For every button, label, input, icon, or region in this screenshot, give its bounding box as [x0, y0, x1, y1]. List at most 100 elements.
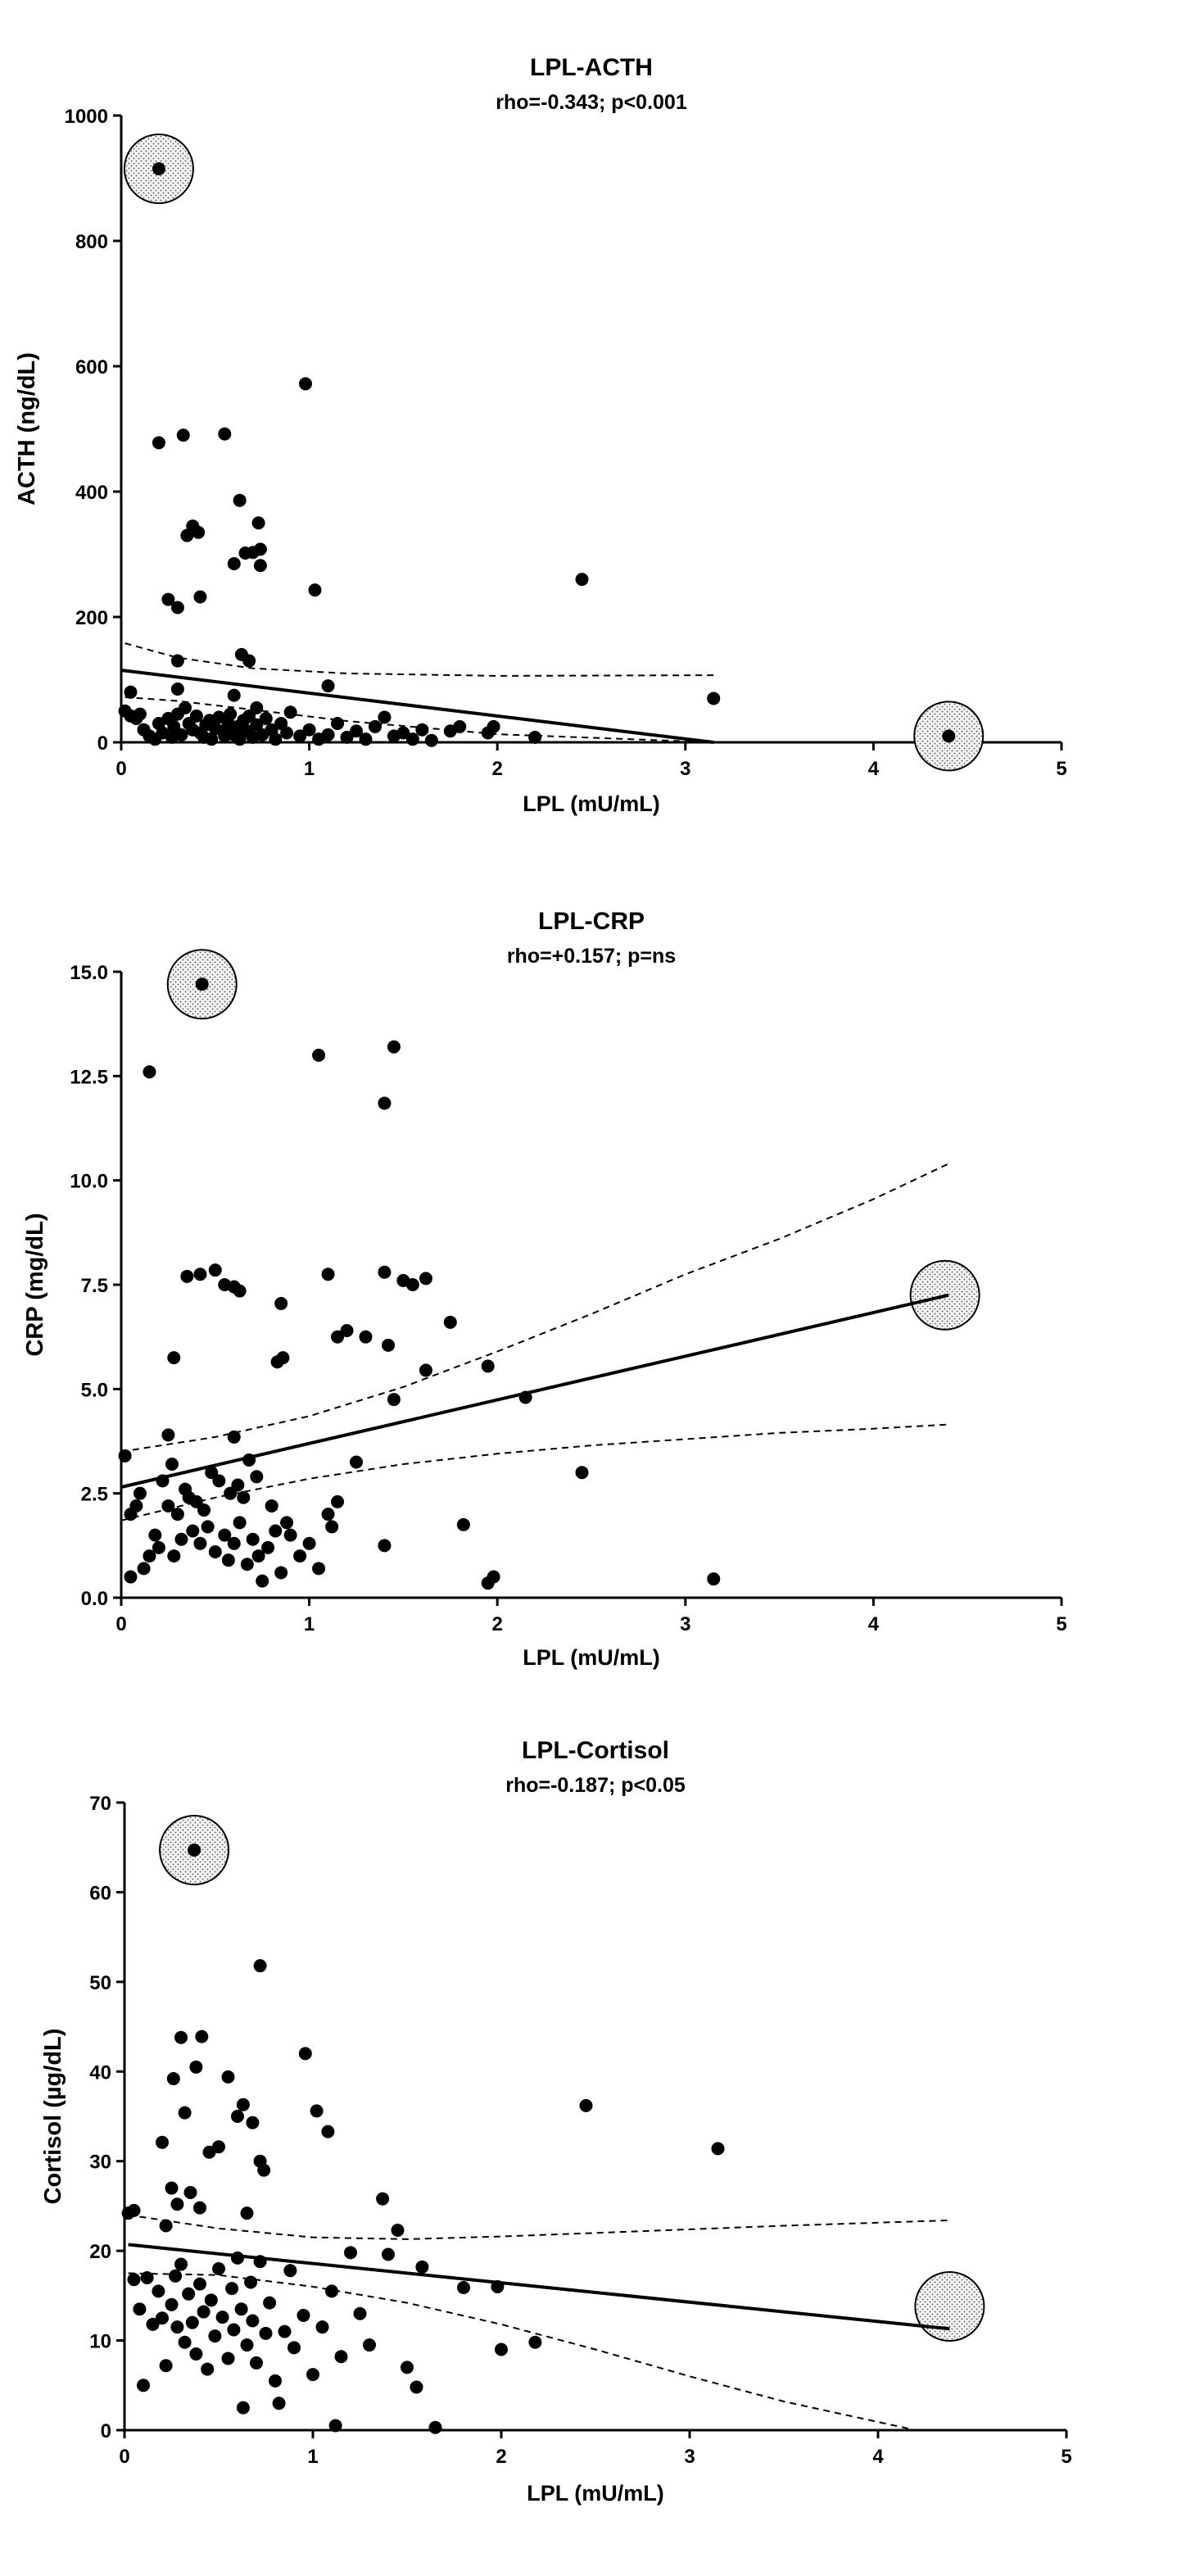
x-tick-label: 2 — [492, 758, 503, 780]
data-point — [707, 1572, 721, 1586]
data-point — [246, 1532, 260, 1546]
data-point — [293, 729, 307, 743]
data-point — [195, 977, 209, 991]
data-point — [253, 1959, 267, 1973]
data-point — [942, 729, 956, 743]
data-point — [259, 711, 273, 725]
confidence-band-lower — [120, 1423, 949, 1522]
data-point — [137, 2379, 150, 2392]
data-point — [152, 1540, 165, 1554]
data-point — [156, 1474, 170, 1488]
data-point — [224, 707, 238, 721]
data-point — [707, 692, 721, 705]
data-point — [204, 2293, 218, 2307]
data-point — [263, 2296, 277, 2310]
data-point — [280, 726, 294, 740]
x-tick-label: 3 — [680, 758, 690, 780]
data-point — [378, 1539, 392, 1553]
data-point — [165, 1458, 179, 1472]
data-point — [174, 2030, 188, 2044]
data-point — [167, 1549, 181, 1563]
chart-title: LPL-ACTH — [530, 54, 653, 81]
data-point — [178, 2106, 192, 2120]
data-point — [192, 525, 206, 539]
data-point — [283, 2264, 297, 2278]
data-point — [382, 2247, 395, 2261]
data-point — [242, 1453, 256, 1467]
data-point — [382, 1338, 396, 1352]
data-point — [161, 1499, 175, 1512]
data-point — [195, 2030, 209, 2043]
data-point — [257, 2163, 271, 2177]
data-point — [148, 1528, 162, 1542]
data-point — [233, 1516, 247, 1530]
x-tick-label: 2 — [492, 1613, 503, 1635]
data-point — [405, 1278, 419, 1291]
x-tick-label: 0 — [115, 758, 126, 780]
y-tick-label: 10 — [89, 2331, 111, 2353]
y-tick-label: 0 — [97, 732, 108, 755]
data-point — [133, 707, 147, 721]
data-point — [227, 688, 241, 702]
data-point — [133, 1486, 147, 1500]
x-tick-label: 0 — [115, 1613, 126, 1635]
y-tick-label: 10.0 — [70, 1171, 108, 1193]
data-point — [231, 2251, 244, 2265]
data-point — [491, 2279, 505, 2293]
data-point — [376, 2192, 390, 2206]
data-point — [331, 1330, 345, 1344]
data-point — [146, 2317, 160, 2331]
data-point — [124, 1570, 138, 1584]
data-point — [174, 1532, 188, 1546]
data-point — [189, 2347, 203, 2361]
data-point — [161, 1428, 175, 1442]
data-point — [193, 2277, 206, 2291]
data-point — [269, 2374, 282, 2388]
y-tick-label: 5.0 — [81, 1379, 108, 1401]
data-point — [208, 1544, 222, 1558]
data-point — [250, 1470, 264, 1484]
x-tick-label: 4 — [868, 758, 880, 780]
data-point — [283, 1528, 297, 1542]
y-tick-label: 7.5 — [81, 1275, 108, 1297]
data-point — [137, 1562, 151, 1576]
data-point — [299, 377, 313, 391]
data-point — [182, 2287, 196, 2301]
data-point — [269, 732, 283, 746]
data-point — [189, 1494, 203, 1508]
data-point — [359, 1330, 373, 1344]
data-point — [218, 427, 232, 441]
data-point — [189, 709, 203, 723]
y-tick-label: 50 — [89, 1972, 111, 1994]
data-point — [227, 1430, 241, 1444]
x-tick-label: 4 — [872, 2446, 884, 2468]
y-tick-label: 0 — [101, 2420, 111, 2442]
y-tick-label: 15.0 — [70, 962, 108, 984]
data-point — [378, 1096, 392, 1110]
confidence-band-upper — [128, 2214, 950, 2240]
data-point — [236, 2098, 250, 2111]
data-point — [166, 2072, 180, 2086]
data-point — [156, 2135, 169, 2149]
data-point — [353, 2306, 367, 2320]
data-point — [188, 1843, 201, 1857]
data-point — [321, 728, 335, 742]
data-point — [189, 2060, 203, 2074]
data-point — [143, 1549, 156, 1563]
data-point — [321, 679, 335, 693]
data-point — [161, 592, 175, 606]
x-axis-label: LPL (mU/mL) — [527, 2481, 664, 2506]
data-point — [170, 601, 184, 615]
chart-subtitle: rho=+0.157; p=ns — [507, 945, 676, 968]
data-point — [350, 1455, 363, 1469]
data-point — [401, 2361, 414, 2374]
data-point — [308, 583, 322, 597]
y-tick-label: 400 — [75, 482, 108, 504]
data-point — [410, 2380, 423, 2394]
data-point — [280, 1516, 294, 1530]
data-point — [133, 2302, 147, 2316]
data-point — [340, 730, 354, 744]
x-tick-label: 2 — [496, 2446, 506, 2468]
data-point — [306, 2368, 319, 2382]
